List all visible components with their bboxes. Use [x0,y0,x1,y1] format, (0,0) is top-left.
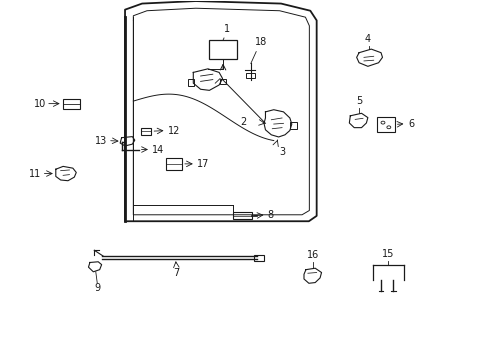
Bar [188,79,194,86]
Text: 11: 11 [29,168,41,179]
Bar [233,212,251,220]
Bar [141,128,151,135]
Text: 13: 13 [95,136,107,145]
Text: 14: 14 [152,144,164,154]
Text: 6: 6 [408,119,414,129]
Text: 17: 17 [196,159,209,169]
Text: 8: 8 [267,210,273,220]
Text: 2: 2 [240,117,246,127]
Bar [62,99,80,109]
Bar [208,40,237,59]
Bar [376,117,394,132]
Text: 15: 15 [382,249,394,259]
Bar [254,255,264,261]
Text: 5: 5 [356,96,362,107]
Text: 4: 4 [364,35,370,44]
Bar [289,122,296,129]
Text: 18: 18 [255,37,267,47]
Bar [220,78,225,84]
Text: 12: 12 [167,126,180,135]
Bar [166,158,182,170]
Text: 7: 7 [173,268,179,278]
Text: 10: 10 [34,99,46,109]
Text: 9: 9 [94,283,100,293]
Text: 3: 3 [279,147,285,157]
Text: 16: 16 [306,250,318,260]
Bar [245,73,254,78]
Text: 1: 1 [224,24,230,34]
